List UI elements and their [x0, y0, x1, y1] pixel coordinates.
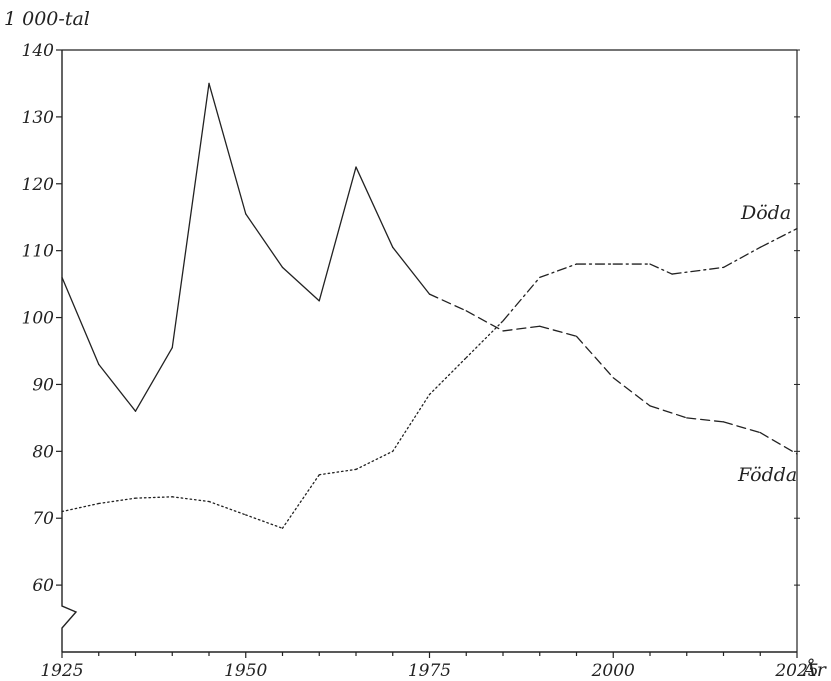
series-1-segment-1985: [502, 276, 541, 322]
series-0-segment-1985: [502, 325, 541, 332]
series-0-segment-2015: [722, 421, 761, 434]
series-0-segment-1945: [208, 82, 247, 215]
series-1-segment-2020: [759, 227, 798, 248]
series-0-segment-1965: [355, 166, 394, 248]
x-tick-label-2025: 2025: [774, 661, 818, 681]
axes: [61, 49, 798, 653]
series-0-segment-1935: [134, 347, 173, 412]
ticks: 60 70 80 90 100 110 120 130 140 1925 1950 1975 2000 2…: [22, 41, 819, 681]
series-1-segment-1935: [134, 496, 173, 499]
series-0-segment-1980: [465, 310, 504, 332]
y-tick-label-110: 110: [22, 242, 55, 262]
series: [61, 82, 798, 529]
series-0-segment-1950: [245, 213, 284, 269]
series-0-segment-1975: [428, 293, 467, 312]
y-tick-label-140: 140: [22, 41, 55, 61]
series-0-segment-2000: [612, 377, 651, 407]
series-0-segment-1970: [392, 246, 431, 295]
y-tick-label-100: 100: [22, 309, 55, 329]
x-tick-label-1975: 1975: [408, 661, 451, 681]
y-tick-label-80: 80: [32, 442, 54, 462]
y-tick-label-70: 70: [32, 509, 54, 529]
series-1-segment-1980: [465, 320, 504, 359]
series-1-segment-1960: [318, 468, 357, 476]
y-tick-label-130: 130: [22, 108, 55, 128]
series-1-segment-1955: [281, 474, 320, 529]
y-tick-label-120: 120: [22, 175, 55, 195]
series-0-segment-1960: [318, 166, 357, 302]
series-0-segment-1930: [98, 363, 137, 412]
series-0-segment-2005: [649, 405, 688, 419]
y-axis-line: [61, 50, 78, 652]
series-label-fodda: Födda: [737, 464, 797, 486]
series-1-segment-1965: [355, 450, 394, 471]
series-0-segment-1995: [575, 335, 614, 379]
series-1-segment-1975: [428, 357, 467, 396]
series-0-segment-1925: [61, 276, 100, 366]
series-1-segment-2008: [671, 266, 725, 275]
x-tick-label-1925: 1925: [40, 661, 83, 681]
series-1-segment-1970: [392, 393, 431, 452]
series-1-segment-1925: [61, 502, 100, 513]
x-tick-label-1950: 1950: [224, 661, 267, 681]
y-axis-label: 1 000-tal: [4, 8, 90, 30]
series-0-segment-2020: [759, 431, 798, 455]
series-1-segment-1930: [98, 497, 137, 505]
x-tick-label-2000: 2000: [591, 661, 635, 681]
series-1-segment-1945: [208, 500, 247, 516]
series-0-segment-2010: [686, 417, 725, 423]
series-0-segment-1990: [539, 325, 578, 337]
series-1-segment-1990: [539, 263, 578, 279]
series-0-segment-1940: [171, 82, 210, 349]
series-1-segment-1940: [171, 496, 210, 503]
series-0-segment-1955: [281, 266, 320, 302]
labels: 1 000-tal År Döda Födda: [4, 8, 828, 681]
y-tick-label-90: 90: [32, 375, 54, 395]
y-tick-label-60: 60: [32, 576, 54, 596]
series-label-doda: Döda: [740, 202, 791, 224]
series-1-segment-2015: [722, 246, 761, 269]
series-1-segment-1950: [245, 514, 284, 529]
series-1-segment-2005: [649, 263, 673, 275]
x-axis-label: År: [801, 659, 828, 681]
